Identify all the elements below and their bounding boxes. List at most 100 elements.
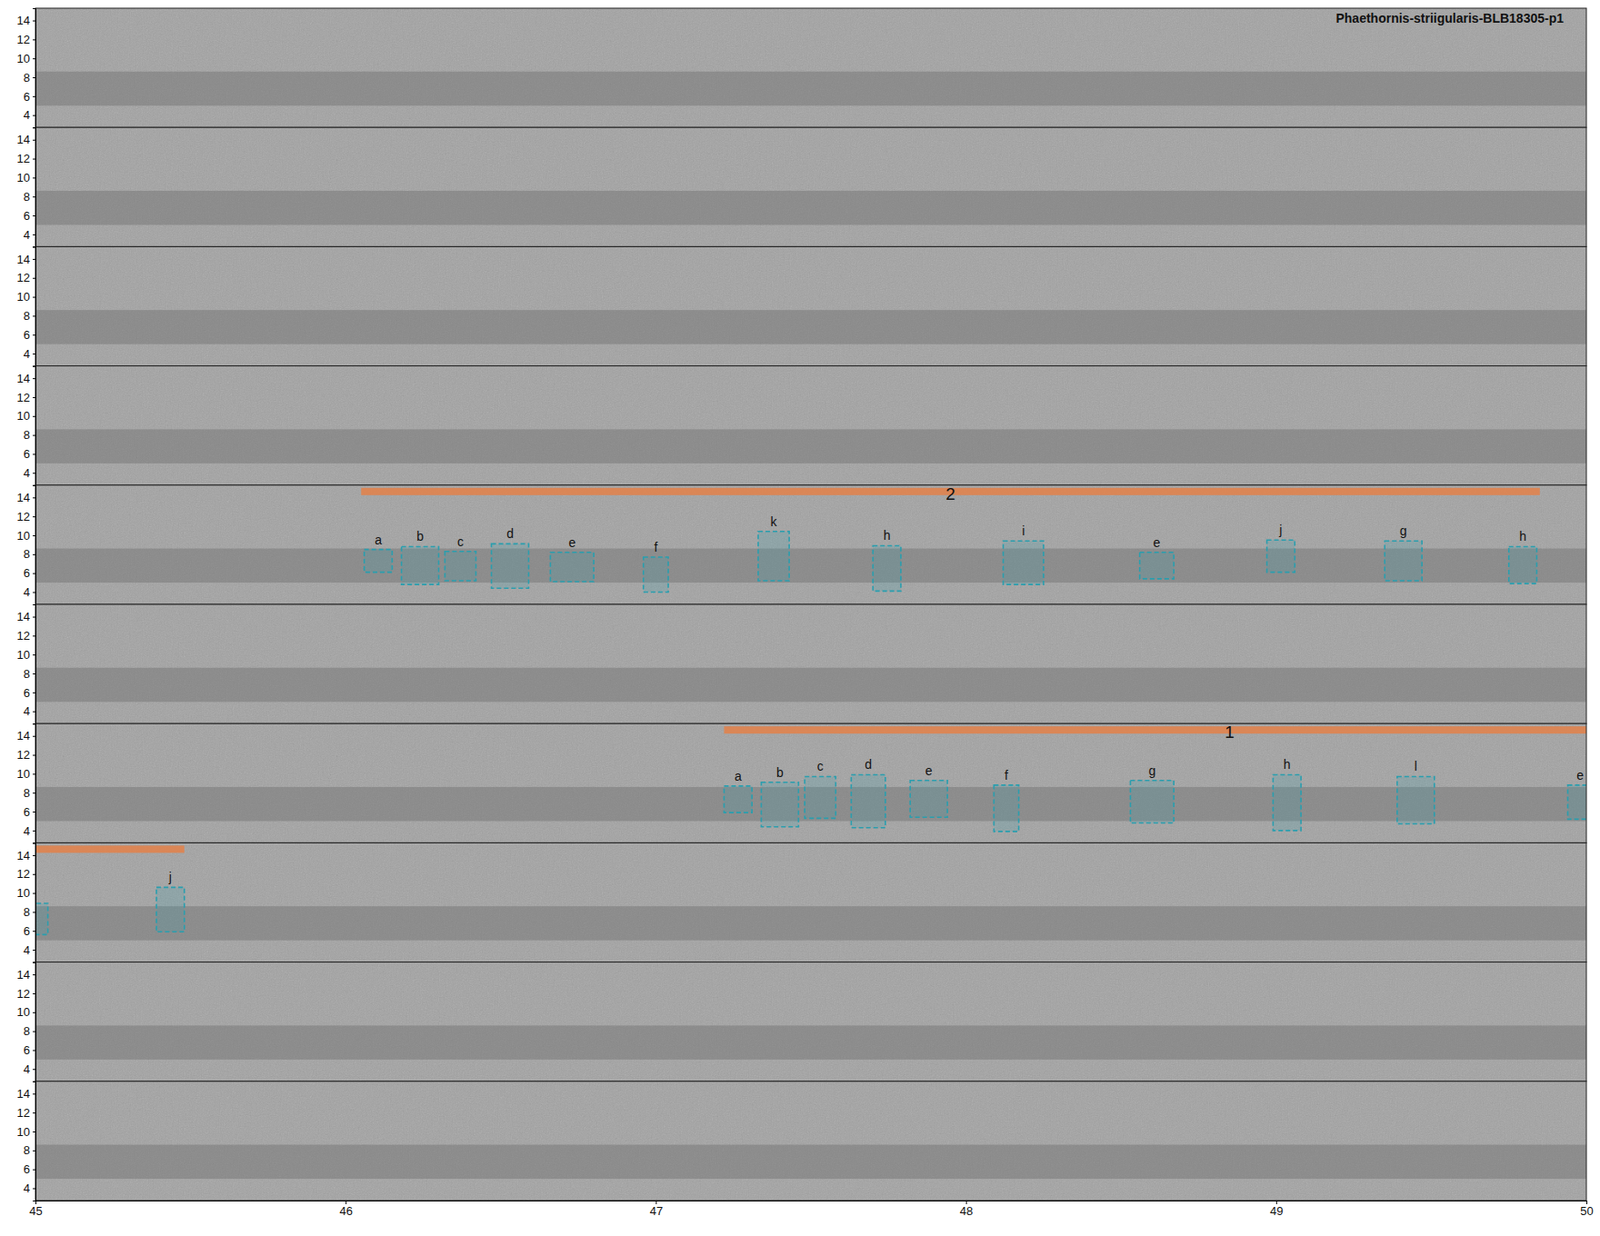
y-tick-label: 12 <box>17 151 30 166</box>
box-label: h <box>1519 529 1527 544</box>
plot-area <box>35 604 1587 724</box>
annotation-box <box>550 552 594 582</box>
y-tick-mark <box>32 1188 36 1190</box>
y-tick: 6 <box>23 566 36 580</box>
y-tick: 8 <box>23 70 36 85</box>
y-tick-label: 14 <box>17 1087 30 1101</box>
y-tick-label: 6 <box>23 685 30 700</box>
y-tick-label: 12 <box>17 629 30 643</box>
box-label: a <box>734 769 742 784</box>
y-tick-mark <box>32 893 36 895</box>
y-tick: 10 <box>17 1125 36 1140</box>
y-tick: 12 <box>17 629 36 643</box>
y-tick-label: 10 <box>17 886 30 900</box>
spectrogram-background <box>35 1081 1587 1201</box>
x-tick: 49 <box>1270 1200 1283 1219</box>
y-tick: 6 <box>23 685 36 700</box>
y-tick: 12 <box>17 390 36 405</box>
y-tick-mark <box>32 177 36 179</box>
x-tick-label: 46 <box>339 1204 352 1219</box>
spectrogram-grain <box>35 842 1587 962</box>
plot-area <box>35 8 1587 128</box>
y-tick: 6 <box>23 89 36 103</box>
y-tick-mark <box>32 1150 36 1152</box>
y-tick: 12 <box>17 510 36 524</box>
box-label: e <box>1576 768 1584 783</box>
y-tick: 14 <box>17 490 36 505</box>
y-tick: 6 <box>23 328 36 342</box>
box-label: h <box>883 528 891 543</box>
y-tick: 12 <box>17 270 36 285</box>
y-tick: 6 <box>23 447 36 461</box>
panel: 468101214 <box>17 127 1587 248</box>
y-axis: 468101214 <box>17 366 37 486</box>
y-tick: 8 <box>23 1024 36 1039</box>
y-tick-label: 4 <box>23 1062 30 1077</box>
annotation-box <box>1130 780 1174 824</box>
y-tick: 6 <box>23 805 36 820</box>
box-label: f <box>1004 768 1009 783</box>
y-tick-label: 12 <box>17 867 30 881</box>
spectrogram-grain <box>35 962 1587 1082</box>
y-tick-mark <box>32 397 36 399</box>
y-tick: 8 <box>23 547 36 561</box>
y-tick: 14 <box>17 252 36 267</box>
box-label: a <box>374 532 382 548</box>
y-tick-label: 8 <box>23 547 30 561</box>
y-tick: 8 <box>23 786 36 800</box>
y-tick: 10 <box>17 767 36 781</box>
y-tick-mark <box>32 497 36 499</box>
y-tick: 4 <box>23 943 36 958</box>
y-tick: 4 <box>23 1062 36 1077</box>
x-tick-label: 50 <box>1580 1204 1593 1219</box>
y-tick-label: 6 <box>23 89 30 103</box>
panel-frame <box>35 8 1587 128</box>
y-tick: 12 <box>17 151 36 166</box>
y-tick-mark <box>32 297 36 299</box>
y-tick: 8 <box>23 667 36 681</box>
y-axis: 468101214 <box>17 9 37 129</box>
y-tick-mark <box>32 215 36 217</box>
y-tick-label: 14 <box>17 132 30 147</box>
y-tick-label: 14 <box>17 849 30 863</box>
spectrogram-background <box>35 723 1587 843</box>
y-tick: 8 <box>23 905 36 920</box>
y-tick: 14 <box>17 132 36 147</box>
y-axis: 468101214 <box>17 128 37 248</box>
y-tick-mark <box>32 830 36 832</box>
panel: 468101214 <box>17 8 1587 129</box>
y-tick: 4 <box>23 228 36 242</box>
box-label: g <box>1148 763 1156 779</box>
y-tick-label: 8 <box>23 905 30 920</box>
panel-frame <box>35 842 1587 962</box>
spectrogram-background <box>35 962 1587 1082</box>
y-tick-mark <box>32 159 36 160</box>
y-tick: 4 <box>23 108 36 122</box>
y-tick-mark <box>32 353 36 355</box>
y-tick: 12 <box>17 748 36 762</box>
y-tick-mark <box>32 334 36 336</box>
y-tick-label: 10 <box>17 648 30 662</box>
y-tick-mark <box>32 1031 36 1033</box>
annotation-box <box>35 903 49 935</box>
panel-frame <box>35 485 1587 605</box>
annotation-box <box>910 780 948 819</box>
annotation-box <box>364 550 393 573</box>
x-axis: 454647484950 <box>29 1200 1593 1219</box>
y-tick-mark <box>32 673 36 675</box>
y-tick-label: 4 <box>23 1181 30 1196</box>
song-label: 2 <box>945 484 956 504</box>
y-tick-label: 4 <box>23 704 30 719</box>
y-tick-mark <box>32 315 36 317</box>
y-tick-mark <box>32 39 36 40</box>
box-label: j <box>168 870 172 885</box>
spectrogram-grain <box>35 485 1587 605</box>
y-tick: 14 <box>17 968 36 982</box>
y-tick: 10 <box>17 51 36 66</box>
box-label: f <box>653 540 658 555</box>
plot-area <box>35 366 1587 486</box>
box-label: i <box>1021 523 1025 539</box>
y-tick: 4 <box>23 824 36 839</box>
y-tick-mark <box>32 1012 36 1014</box>
y-tick: 4 <box>23 585 36 600</box>
